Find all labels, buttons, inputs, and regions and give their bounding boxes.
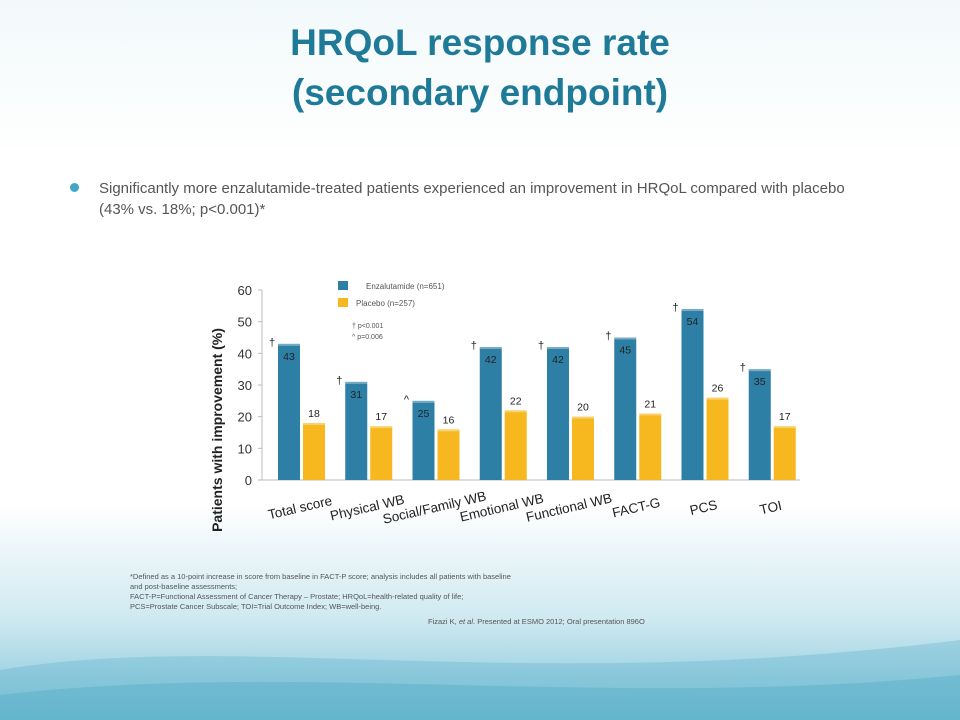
y-tick-label: 0	[245, 473, 252, 488]
y-tick-label: 50	[238, 315, 252, 330]
significance-marker: ^	[404, 394, 410, 406]
significance-marker: †	[471, 340, 477, 352]
decorative-wave	[0, 640, 960, 720]
bar-placebo	[572, 416, 594, 480]
citation: Fizazi K, et al. Presented at ESMO 2012;…	[428, 617, 645, 626]
data-label: 17	[375, 411, 387, 423]
data-label: 25	[418, 408, 430, 420]
category-label: Total score	[266, 493, 333, 522]
bullet-text: Significantly more enzalutamide-treated …	[99, 180, 845, 218]
bar-enzalutamide	[681, 309, 704, 480]
category-label: PCS	[688, 497, 718, 518]
bar-highlight	[547, 347, 569, 349]
title-line-2: (secondary endpoint)	[291, 72, 669, 113]
citation-rest: . Presented at ESMO 2012; Oral presentat…	[473, 617, 645, 626]
bar-highlight	[278, 343, 300, 346]
y-tick-label: 60	[238, 283, 252, 298]
bar-highlight	[437, 429, 460, 432]
y-tick-label: 40	[238, 346, 252, 361]
data-label: 26	[712, 383, 724, 395]
bar-placebo	[639, 413, 662, 480]
footnote-line-1: *Defined as a 10-point increase in score…	[130, 572, 511, 581]
bar-highlight	[748, 369, 771, 372]
bar-highlight	[681, 309, 704, 311]
footnotes: *Defined as a 10-point increase in score…	[130, 572, 730, 612]
bar-placebo	[437, 429, 460, 480]
significance-marker: †	[538, 340, 544, 352]
y-axis-label: Patients with improvement (%)	[209, 328, 225, 532]
bar-enzalutamide	[748, 369, 771, 480]
bar-highlight	[412, 400, 435, 403]
bar-highlight	[345, 381, 368, 384]
bar-highlight	[479, 347, 502, 349]
bullet-point: Significantly more enzalutamide-treated …	[70, 178, 850, 220]
data-label: 21	[644, 399, 656, 411]
bar-enzalutamide	[547, 347, 569, 480]
citation-authors: Fizazi K,	[428, 617, 459, 626]
footnote-line-4: PCS=Prostate Cancer Subscale; TOI=Trial …	[130, 602, 382, 611]
bar-highlight	[706, 397, 729, 400]
slide-title: HRQoL response rate (secondary endpoint)	[0, 18, 960, 118]
significance-marker: †	[336, 375, 342, 387]
title-line-1: HRQoL response rate	[290, 22, 670, 63]
bar-enzalutamide	[278, 343, 300, 480]
legend-enzalutamide-swatch	[338, 281, 348, 290]
data-label: 42	[552, 354, 564, 366]
legend-significance-2: ^ p=0.006	[352, 334, 383, 341]
footnote-line-3: FACT-P=Functional Assessment of Cancer T…	[130, 592, 464, 601]
data-label: 20	[577, 402, 589, 414]
bar-enzalutamide	[345, 381, 368, 480]
data-label: 17	[779, 411, 791, 423]
bar-highlight	[370, 426, 393, 429]
bar-enzalutamide	[614, 337, 637, 480]
significance-marker: †	[605, 331, 611, 343]
data-label: 18	[308, 408, 320, 420]
legend-placebo-label: Placebo (n=257)	[356, 299, 415, 308]
data-label: 35	[754, 376, 766, 388]
data-label: 31	[350, 389, 362, 401]
bar-highlight	[773, 426, 796, 429]
data-label: 42	[485, 354, 497, 366]
bar-highlight	[303, 423, 325, 425]
category-label: FACT-G	[611, 495, 662, 521]
data-label: 16	[443, 414, 455, 426]
y-tick-label: 20	[238, 410, 252, 425]
chart-bars	[278, 309, 796, 480]
category-label: TOI	[758, 498, 783, 518]
bar-highlight	[572, 416, 594, 419]
bar-highlight	[614, 337, 637, 340]
data-label: 45	[619, 345, 631, 357]
legend-significance-1: † p<0.001	[352, 323, 383, 330]
bar-placebo	[504, 410, 527, 480]
bar-placebo	[370, 426, 393, 480]
citation-etal: et al	[458, 617, 474, 626]
chart-legend: Enzalutamide (n=651) Placebo (n=257) † p…	[338, 281, 445, 341]
significance-marker: †	[269, 337, 275, 349]
bar-enzalutamide	[412, 400, 435, 480]
legend-placebo-swatch	[338, 298, 348, 307]
bar-placebo	[706, 397, 729, 480]
data-label: 43	[283, 351, 295, 363]
legend-enzalutamide-label: Enzalutamide (n=651)	[366, 282, 445, 291]
bar-placebo	[773, 426, 796, 480]
bar-placebo	[303, 423, 325, 480]
significance-marker: †	[672, 302, 678, 314]
significance-marker: †	[740, 362, 746, 374]
bar-highlight	[504, 410, 527, 413]
bullet-dot-icon	[70, 183, 79, 192]
y-tick-label: 30	[238, 378, 252, 393]
data-label: 54	[687, 316, 699, 328]
bar-enzalutamide	[479, 347, 502, 480]
bar-highlight	[639, 413, 662, 416]
y-tick-label: 10	[238, 441, 252, 456]
footnote-line-2: and post-baseline assessments;	[130, 582, 238, 591]
data-label: 22	[510, 395, 522, 407]
